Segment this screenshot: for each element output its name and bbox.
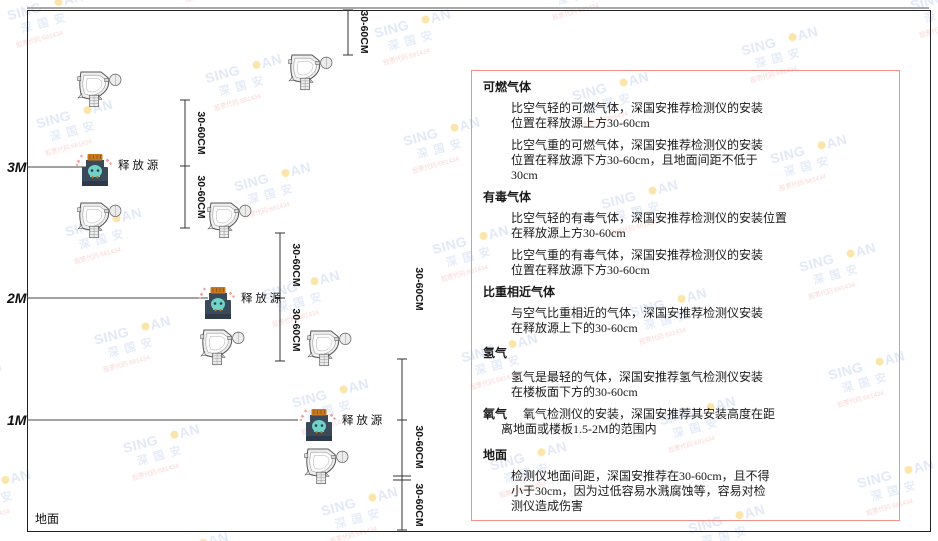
svg-text:30-60CM: 30-60CM [290,308,302,351]
svg-text:30-60CM: 30-60CM [413,267,425,310]
svg-text:释 放 源: 释 放 源 [342,413,383,427]
svg-text:30-60CM: 30-60CM [195,111,207,154]
svg-text:释 放 源: 释 放 源 [241,291,282,305]
svg-text:1M: 1M [7,412,27,428]
svg-text:30-60CM: 30-60CM [413,425,425,468]
svg-text:3M: 3M [7,159,27,175]
svg-text:2M: 2M [6,290,27,306]
svg-text:30-60CM: 30-60CM [195,175,207,218]
svg-text:释 放 源: 释 放 源 [118,158,159,172]
svg-text:30-60CM: 30-60CM [290,243,302,286]
svg-text:30-60CM: 30-60CM [358,10,370,53]
svg-text:30-60CM: 30-60CM [413,483,425,526]
svg-text:地面: 地面 [35,512,59,526]
